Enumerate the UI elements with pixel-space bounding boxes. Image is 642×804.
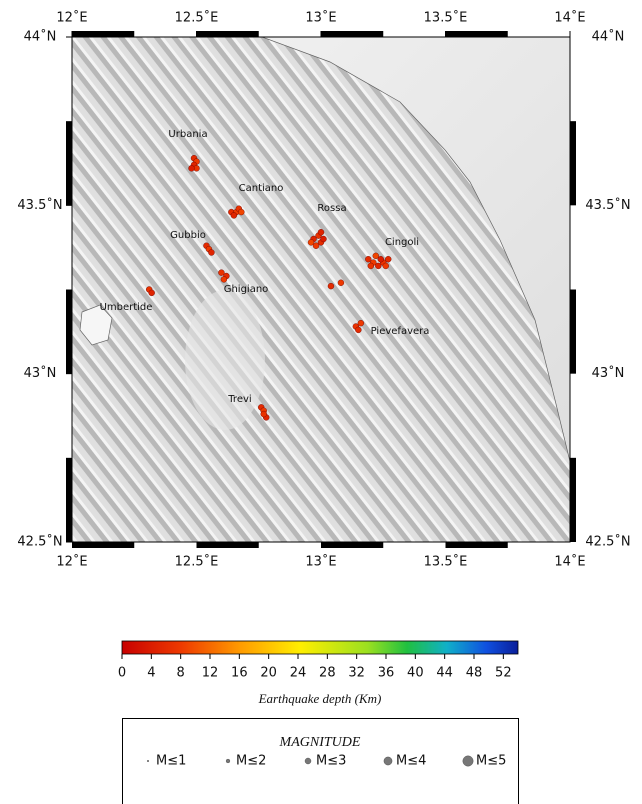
legend-symbol [147, 760, 149, 762]
colorbar-tick-label: 48 [466, 666, 483, 681]
y-tick-label: 42.5˚N [17, 534, 62, 550]
earthquake [383, 263, 389, 269]
x-tick-label: 13˚E [305, 10, 336, 26]
colorbar-tick-label: 32 [348, 666, 365, 681]
y-tick-label: 43.5˚N [585, 197, 630, 213]
colorbar-tick-label: 52 [495, 666, 512, 681]
colorbar-tick-label: 44 [436, 666, 453, 681]
x-tick-label: 14˚E [554, 554, 585, 570]
frame-bar [446, 542, 508, 548]
place-label: Pievefavera [371, 326, 430, 337]
colorbar-tick-label: 12 [202, 666, 219, 681]
x-tick-label: 13.5˚E [424, 554, 468, 570]
y-tick-label: 42.5˚N [585, 534, 630, 550]
frame-bar [72, 542, 134, 548]
colorbar-tick-label: 28 [319, 666, 336, 681]
earthquake [378, 256, 384, 262]
y-tick-label: 43.5˚N [17, 197, 62, 213]
earthquake [385, 256, 391, 262]
x-tick-label: 12.5˚E [175, 554, 219, 570]
earthquake [355, 327, 361, 333]
colorbar [122, 641, 518, 654]
legend-label: M≤5 [476, 754, 506, 769]
place-label: Trevi [227, 394, 251, 405]
place-label: Cantiano [239, 183, 284, 194]
earthquake [221, 276, 227, 282]
colorbar-tick-label: 36 [378, 666, 395, 681]
earthquake [320, 236, 326, 242]
legend-title: MAGNITUDE [279, 735, 361, 750]
frame-bar [66, 121, 72, 205]
frame-bar [66, 458, 72, 542]
place-label: Umbertide [100, 302, 153, 313]
frame-bar [72, 31, 134, 37]
x-tick-label: 14˚E [554, 10, 585, 26]
earthquake [308, 239, 314, 245]
earthquake [231, 212, 237, 218]
y-tick-label: 43˚N [592, 365, 625, 381]
place-label: Cingoli [385, 237, 419, 248]
colorbar-tick-label: 4 [147, 666, 155, 681]
frame-bar [321, 542, 383, 548]
legend-label: M≤4 [396, 754, 426, 769]
y-tick-label: 43˚N [24, 365, 57, 381]
colorbar-tick-label: 0 [118, 666, 126, 681]
x-tick-label: 12˚E [56, 554, 87, 570]
earthquake [261, 411, 267, 417]
frame-bar [570, 121, 576, 205]
earthquake [189, 165, 195, 171]
map-figure: 12˚E 12˚E 12.5˚E 12.5˚E 13˚E 13˚E 13.5˚E 13.5˚E… [0, 0, 642, 804]
frame-bar [197, 542, 259, 548]
earthquake [358, 320, 364, 326]
frame-bar [66, 290, 72, 374]
place-label: Ghigiano [224, 284, 269, 295]
earthquake [338, 280, 344, 286]
colorbar-tick-label: 40 [407, 666, 424, 681]
legend-label: M≤1 [156, 754, 186, 769]
colorbar-tick-label: 16 [231, 666, 248, 681]
earthquake [328, 283, 334, 289]
frame-bar [197, 31, 259, 37]
x-tick-label: 12.5˚E [175, 10, 219, 26]
legend-symbol [463, 756, 473, 766]
legend-label: M≤3 [316, 754, 346, 769]
frame-bar [570, 458, 576, 542]
colorbar-title: Earthquake depth (Km) [258, 691, 382, 706]
x-tick-label: 12˚E [56, 10, 87, 26]
earthquake [238, 209, 244, 215]
frame-bar [321, 31, 383, 37]
place-label: Gubbio [170, 230, 206, 241]
y-tick-label: 44˚N [592, 29, 625, 45]
earthquake [368, 263, 374, 269]
x-tick-label: 13.5˚E [424, 10, 468, 26]
legend-symbol [305, 758, 311, 764]
earthquake [318, 229, 324, 235]
legend-label: M≤2 [236, 754, 266, 769]
legend-symbol [384, 757, 392, 765]
colorbar-tick-label: 24 [290, 666, 307, 681]
frame-bar [446, 31, 508, 37]
legend-symbol [226, 759, 230, 763]
place-label: Rossa [317, 203, 346, 214]
y-tick-label: 44˚N [24, 29, 57, 45]
earthquake [149, 290, 155, 296]
colorbar-tick-label: 8 [177, 666, 185, 681]
frame-bar [570, 290, 576, 374]
colorbar-tick-label: 20 [260, 666, 277, 681]
place-label: Urbania [168, 129, 207, 140]
x-tick-label: 13˚E [305, 554, 336, 570]
earthquake [208, 249, 214, 255]
